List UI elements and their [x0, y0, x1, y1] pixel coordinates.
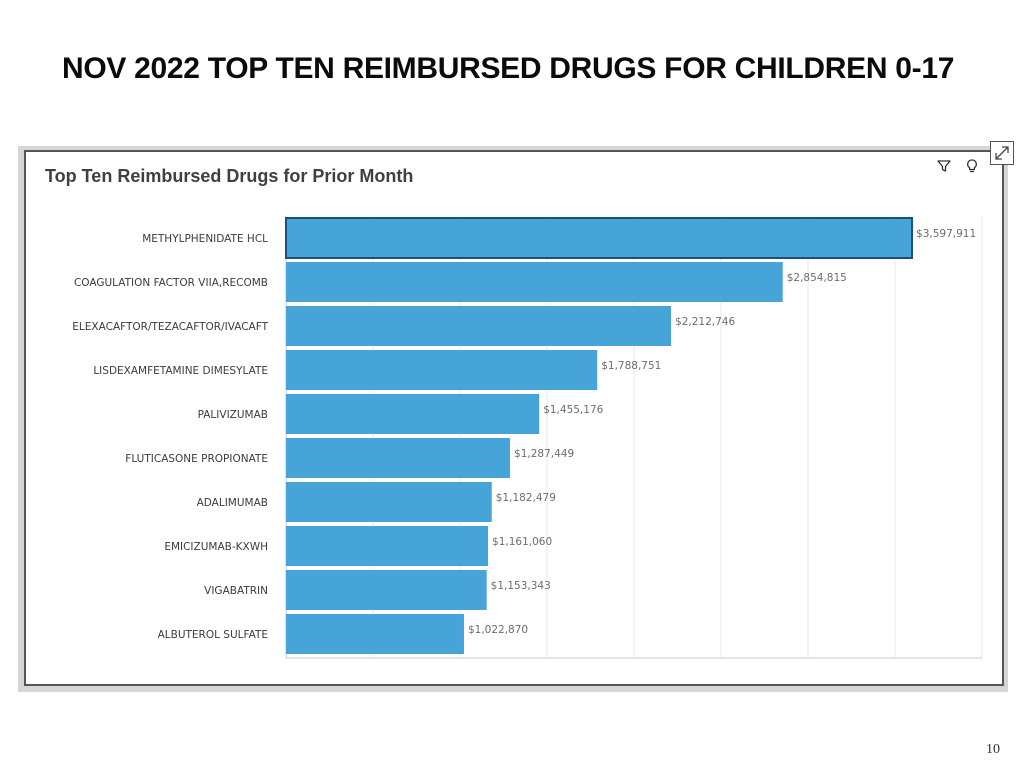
bar-chart: METHYLPHENIDATE HCL $3,597,911 COAGULATION… — [72, 216, 983, 659]
category-label: EMICIZUMAB-KXWH — [164, 541, 268, 553]
bar-8 — [286, 526, 489, 566]
chart-panel: Top Ten Reimbursed Drugs for Prior Month… — [24, 150, 1004, 686]
value-label: $1,161,060 — [492, 536, 552, 548]
category-label: ADALIMUMAB — [197, 497, 268, 509]
category-label: VIGABATRIN — [204, 585, 268, 597]
bar-3 — [286, 306, 672, 346]
bar-5 — [286, 394, 540, 434]
value-label: $3,597,911 — [916, 228, 976, 240]
category-label: FLUTICASONE PROPIONATE — [125, 453, 268, 465]
value-label: $2,854,815 — [787, 272, 847, 284]
value-label: $1,287,449 — [514, 448, 574, 460]
value-label: $1,455,176 — [543, 404, 603, 416]
panel-toolbar — [936, 158, 980, 174]
value-label: $1,788,751 — [601, 360, 661, 372]
chart-panel-title: Top Ten Reimbursed Drugs for Prior Month — [45, 166, 414, 186]
value-label: $2,212,746 — [675, 316, 735, 328]
bar-10 — [286, 614, 464, 654]
category-label: COAGULATION FACTOR VIIA,RECOMB — [74, 277, 268, 289]
bar-6 — [286, 438, 511, 478]
value-label: $1,153,343 — [491, 580, 551, 592]
value-label: $1,022,870 — [468, 624, 528, 636]
category-label: LISDEXAMFETAMINE DIMESYLATE — [93, 365, 268, 377]
bar-2 — [286, 262, 783, 302]
bar-9 — [286, 570, 487, 610]
page-number: 10 — [986, 742, 1000, 757]
bar-1 — [285, 217, 914, 259]
lightbulb-icon[interactable] — [964, 158, 980, 174]
category-label: ELEXACAFTOR/TEZACAFTOR/IVACAFT — [72, 321, 268, 333]
category-label: PALIVIZUMAB — [198, 409, 268, 421]
bar-4 — [286, 350, 598, 390]
category-label: METHYLPHENIDATE HCL — [142, 233, 268, 245]
bar-7 — [286, 482, 492, 522]
category-label: ALBUTEROL SULFATE — [158, 629, 268, 641]
slide-title: NOV 2022 TOP TEN REIMBURSED DRUGS FOR CH… — [62, 52, 955, 85]
filter-icon[interactable] — [936, 158, 952, 174]
expand-icon — [995, 146, 1009, 160]
value-label: $1,182,479 — [496, 492, 556, 504]
expand-button[interactable] — [990, 141, 1014, 165]
